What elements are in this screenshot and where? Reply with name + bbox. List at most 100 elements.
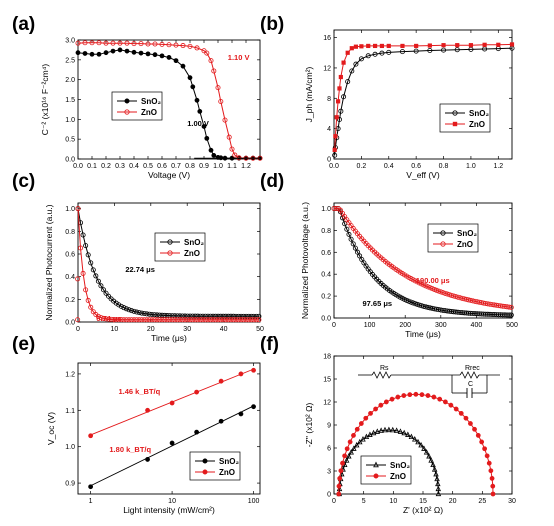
- panel-d: (d) 0 100 200 300 400 500 0.0 0.2 0.4 0.6 0.8 1.0 Tim…: [260, 171, 518, 339]
- data-point: [414, 43, 419, 49]
- data-point: [226, 134, 232, 140]
- data-point: [218, 98, 224, 104]
- data-point: [253, 317, 259, 323]
- data-point: [468, 43, 474, 48]
- x-tick-label: 0.4: [129, 163, 139, 170]
- data-point: [90, 267, 96, 273]
- data-point: [338, 108, 344, 114]
- y-tick-label: 1.1: [65, 408, 75, 415]
- resistor-rrec: [459, 371, 480, 379]
- data-point: [337, 476, 343, 481]
- x-tick-label: 5: [362, 498, 366, 505]
- data-point: [251, 313, 257, 319]
- data-point: [479, 439, 485, 445]
- plot-frame: [77, 202, 261, 323]
- data-point: [117, 40, 123, 46]
- x-tick-label: 10: [168, 498, 176, 505]
- data-point: [344, 226, 350, 232]
- data-point: [220, 317, 226, 323]
- x-tick-label: 1.2: [241, 163, 251, 170]
- legend-entry: ZnO: [184, 249, 200, 258]
- legend-entry: ZnO: [390, 472, 406, 481]
- y-tick-label: 3.0: [65, 38, 75, 45]
- data-point: [223, 313, 229, 319]
- panel-a: (a) 0.0 0.1 0.2 0.3 0.4 0.5 0.6 0.7 0.8 0.9 1.0 1.1 1…: [12, 14, 263, 180]
- x-tick-label: 0.3: [115, 163, 125, 170]
- data-point: [213, 313, 219, 319]
- series-SnO₂: [332, 45, 515, 158]
- data-point: [89, 51, 95, 57]
- data-point: [118, 317, 124, 323]
- legend-marker: [452, 110, 458, 116]
- data-point: [138, 50, 144, 56]
- data-point: [129, 308, 135, 314]
- annotation: 1.10 V: [228, 53, 250, 62]
- y-tick-label: 0.2: [65, 297, 75, 304]
- data-point: [172, 317, 178, 323]
- y-tick-label: 0.8: [321, 228, 331, 235]
- data-point: [341, 94, 347, 100]
- data-point: [96, 51, 102, 57]
- data-point: [75, 40, 81, 46]
- data-point: [200, 317, 206, 323]
- legend-box: [111, 91, 163, 121]
- data-point: [179, 317, 185, 323]
- data-point: [88, 260, 94, 266]
- data-point: [117, 47, 123, 53]
- data-point: [412, 436, 418, 442]
- data-point: [256, 317, 262, 323]
- data-point: [397, 428, 404, 434]
- data-point: [436, 288, 442, 294]
- data-point: [103, 316, 109, 322]
- x-tick-label: 0.0: [73, 163, 83, 170]
- data-point: [80, 232, 86, 238]
- legend-marker: [373, 473, 379, 479]
- series-line: [77, 208, 259, 321]
- legend-marker: [167, 250, 173, 256]
- x-tick-label: 300: [435, 322, 447, 329]
- data-point: [400, 43, 405, 49]
- data-point: [430, 461, 436, 468]
- y-tick-label: 0.2: [321, 294, 331, 301]
- data-point: [421, 445, 427, 451]
- data-point: [82, 40, 88, 46]
- data-point: [434, 287, 440, 293]
- x-tick-label: 0.9: [199, 163, 209, 170]
- data-point: [215, 85, 221, 91]
- y-tick-label: 8: [327, 96, 331, 103]
- data-point: [379, 43, 385, 49]
- data-point: [182, 313, 188, 319]
- data-point: [228, 317, 234, 323]
- data-point: [344, 446, 350, 452]
- data-point: [410, 300, 416, 306]
- data-point: [82, 51, 88, 56]
- data-point: [401, 393, 407, 398]
- data-point: [346, 452, 352, 459]
- data-point: [207, 317, 213, 323]
- data-point: [204, 135, 210, 141]
- y-tick-label: 0.4: [65, 274, 75, 281]
- circuit-label: Rrec: [465, 365, 480, 372]
- data-point: [208, 147, 214, 153]
- x-tick-label: 1.1: [227, 163, 237, 170]
- data-point: [192, 317, 198, 323]
- data-point: [159, 53, 165, 59]
- data-point: [173, 42, 179, 48]
- data-point: [359, 44, 364, 49]
- data-point: [136, 317, 142, 323]
- data-point: [336, 99, 341, 104]
- data-point: [126, 307, 132, 313]
- data-point: [433, 470, 439, 477]
- data-point: [152, 52, 158, 58]
- data-point: [85, 252, 91, 258]
- legend-marker: [440, 230, 446, 236]
- y-tick-label: 12: [323, 65, 331, 72]
- y-tick-label: 4: [327, 126, 331, 133]
- data-point: [179, 313, 185, 319]
- data-point: [506, 304, 512, 310]
- x-tick-label: 0.8: [439, 163, 449, 170]
- data-point: [208, 58, 214, 64]
- data-point: [490, 491, 496, 497]
- x-tick-label: 0.2: [357, 163, 367, 170]
- y-tick-label: 3: [327, 469, 331, 476]
